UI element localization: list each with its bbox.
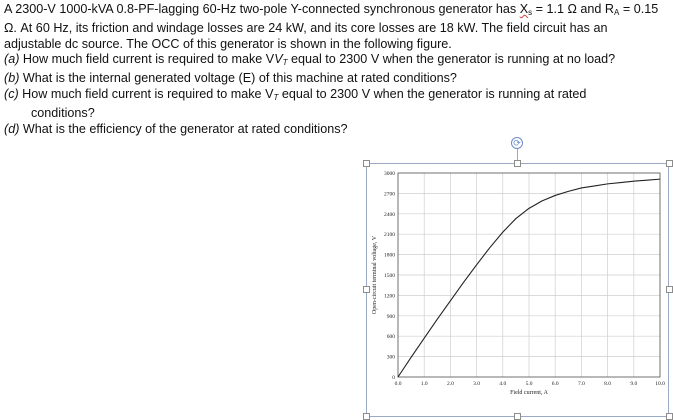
question-d: (d) What is the efficiency of the genera… [4,121,348,136]
resize-handle-top-left[interactable] [363,160,370,167]
y-tick-label: 2700 [384,191,395,197]
xs-subscript: s [528,8,533,17]
y-tick-label: 2100 [384,232,395,238]
question-d-label: (d) [4,121,20,136]
x-tick-label: 6.0 [552,381,559,387]
y-tick-label: 1500 [384,273,395,279]
occ-curve-line [397,178,661,378]
plot-frame [397,172,661,378]
y-tick-label: 300 [387,355,396,361]
y-axis-label: Open-circuit terminal voltage, V [372,235,378,314]
question-c-continued: conditions? [31,105,95,120]
y-tick-label: 0 [392,375,395,381]
y-tick-label: 1800 [384,253,395,259]
intro-paragraph: A 2300-V 1000-kVA 0.8-PF-lagging 60-Hz t… [4,2,668,52]
question-a: (a) How much field current is required t… [4,52,616,68]
x-tick-label: 3.0 [473,381,480,387]
resize-handle-top-middle[interactable] [514,160,521,167]
x-tick-label: 7.0 [578,381,585,387]
intro-text-3: = 0.15 Ω. At 60 Hz, its friction and win… [4,2,659,51]
rotate-handle-stem [517,149,518,163]
occ-chart: 0 300 600 900 1200 1500 1800 2100 2400 2700 3000 0.… [372,171,665,396]
ra-subscript: A [614,8,620,17]
y-tick-label: 3000 [384,171,395,177]
x-tick-label: 4.0 [499,381,506,387]
problem-statement: A 2300-V 1000-kVA 0.8-PF-lagging 60-Hz t… [4,2,668,137]
question-c: (c) How much field current is required t… [4,86,587,102]
x-tick-label: 5.0 [526,381,533,387]
y-tick-label: 1200 [384,293,395,299]
x-tick-label: 1.0 [421,381,428,387]
y-tick-label: 2400 [384,212,395,218]
resize-handle-middle-right[interactable] [666,286,673,293]
x-tick-label: 0.0 [395,381,402,387]
question-b: (b) What is the internal generated volta… [4,71,457,86]
resize-handle-bottom-right[interactable] [666,413,673,420]
x-tick-label: 2.0 [447,381,454,387]
x-axis-label: Field current, A [510,390,548,396]
resize-handle-bottom-left[interactable] [363,413,370,420]
question-c-label: (c) [4,86,19,101]
question-a-label: (a) [4,52,20,67]
x-tick-label: 9.0 [630,381,637,387]
intro-text-1: A 2300-V 1000-kVA 0.8-PF-lagging 60-Hz t… [4,2,520,16]
xs-symbol: Xs [519,2,533,17]
resize-handle-top-right[interactable] [666,160,673,167]
figure-selection-frame[interactable]: 0 300 600 900 1200 1500 1800 2100 2400 2700 3000 0.… [366,163,669,417]
x-tick-label: 10.0 [655,381,665,387]
question-b-label: (b) [4,71,20,86]
rotate-icon[interactable]: ⟳ [511,137,523,149]
x-tick-label: 8.0 [604,381,611,387]
resize-handle-middle-left[interactable] [363,286,370,293]
resize-handle-bottom-middle[interactable] [514,413,521,420]
intro-text-2: = 1.1 Ω and R [532,2,615,16]
y-tick-label: 600 [387,334,396,340]
y-tick-label: 900 [387,314,396,320]
